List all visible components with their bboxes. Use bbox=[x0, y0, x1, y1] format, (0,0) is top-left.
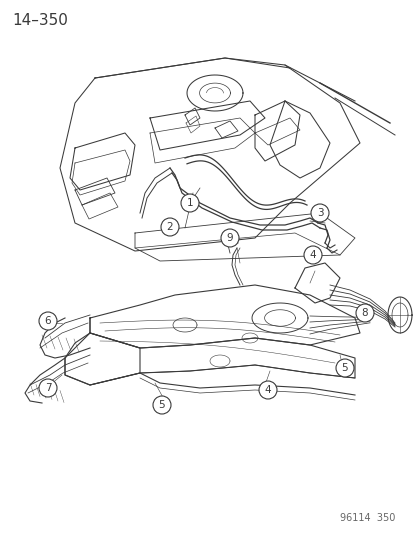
Text: 14–350: 14–350 bbox=[12, 13, 68, 28]
Text: 8: 8 bbox=[361, 308, 368, 318]
Text: 9: 9 bbox=[226, 233, 233, 243]
Text: 3: 3 bbox=[316, 208, 323, 218]
Circle shape bbox=[310, 204, 328, 222]
Circle shape bbox=[303, 246, 321, 264]
Text: 1: 1 bbox=[186, 198, 193, 208]
Text: 5: 5 bbox=[341, 363, 347, 373]
Text: 2: 2 bbox=[166, 222, 173, 232]
Circle shape bbox=[153, 396, 171, 414]
Circle shape bbox=[39, 379, 57, 397]
Circle shape bbox=[335, 359, 353, 377]
Text: 7: 7 bbox=[45, 383, 51, 393]
Circle shape bbox=[259, 381, 276, 399]
Circle shape bbox=[39, 312, 57, 330]
Text: 4: 4 bbox=[309, 250, 316, 260]
Circle shape bbox=[355, 304, 373, 322]
Text: 5: 5 bbox=[158, 400, 165, 410]
Text: 96114  350: 96114 350 bbox=[339, 513, 394, 523]
Circle shape bbox=[161, 218, 178, 236]
Circle shape bbox=[180, 194, 199, 212]
Text: 4: 4 bbox=[264, 385, 271, 395]
Circle shape bbox=[221, 229, 238, 247]
Text: 6: 6 bbox=[45, 316, 51, 326]
